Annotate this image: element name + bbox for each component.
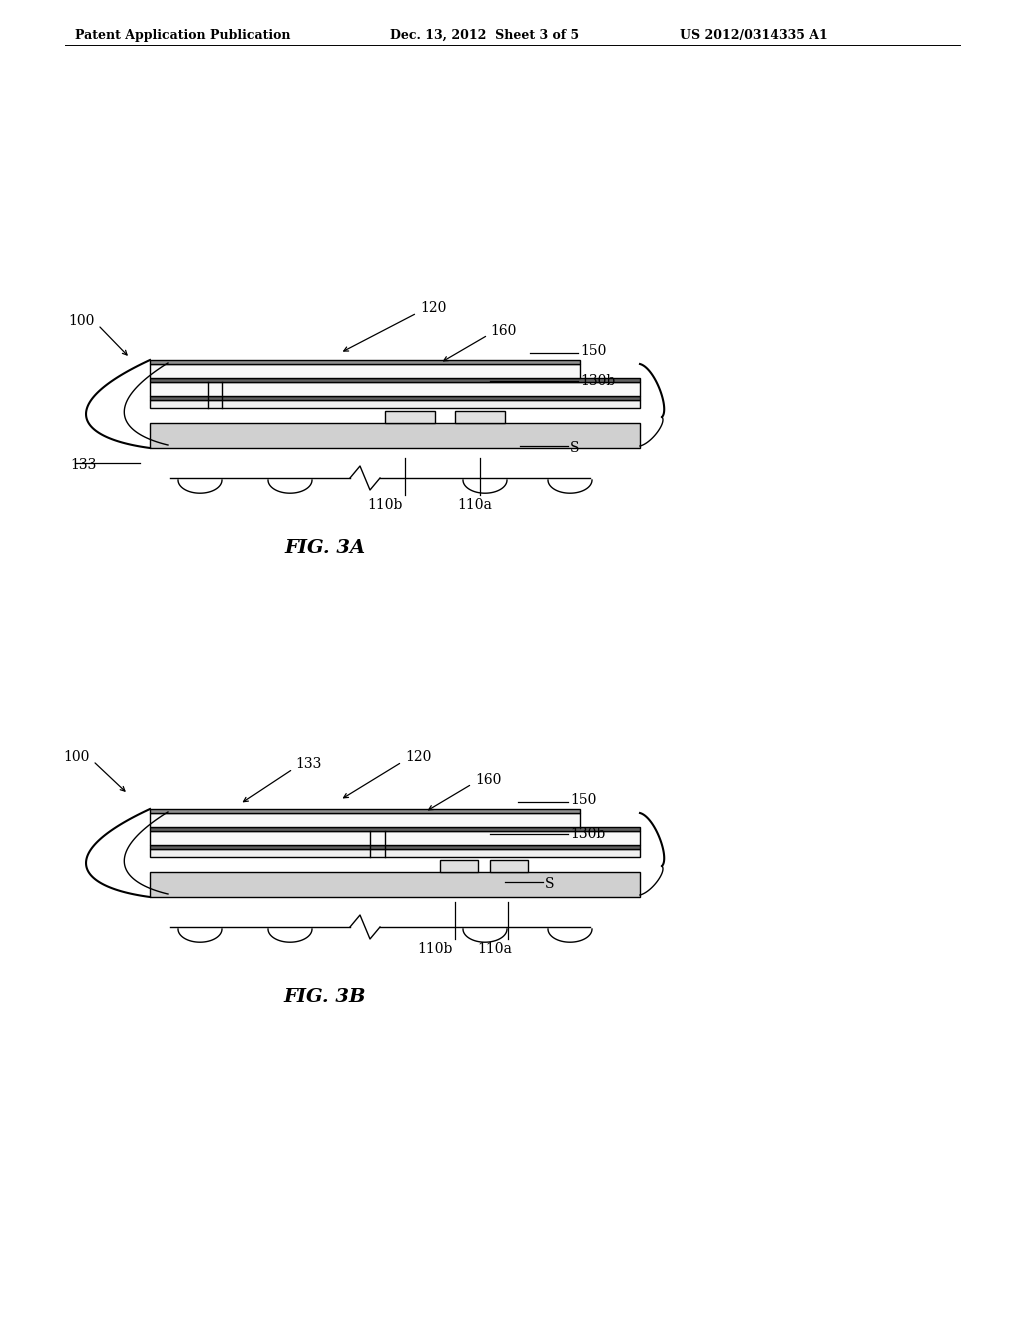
Bar — [150, 845, 640, 849]
Text: 133: 133 — [295, 756, 322, 771]
Text: 110a: 110a — [458, 498, 493, 512]
Bar — [150, 360, 580, 364]
Bar — [385, 411, 435, 422]
Bar — [150, 849, 640, 857]
Bar — [150, 809, 580, 813]
Text: S: S — [570, 441, 580, 455]
Bar — [150, 400, 640, 408]
Text: 100: 100 — [63, 750, 90, 764]
Text: 150: 150 — [570, 793, 596, 807]
Bar — [150, 381, 640, 396]
Text: 120: 120 — [406, 750, 431, 764]
Bar — [490, 861, 528, 873]
Bar — [150, 828, 640, 832]
Text: 110b: 110b — [368, 498, 402, 512]
Text: 160: 160 — [475, 774, 502, 787]
Text: 110b: 110b — [418, 942, 453, 956]
Bar — [440, 861, 478, 873]
Text: 130b: 130b — [570, 828, 605, 841]
Text: 150: 150 — [580, 345, 606, 358]
Text: 120: 120 — [420, 301, 446, 315]
Text: Patent Application Publication: Patent Application Publication — [75, 29, 291, 41]
Text: 133: 133 — [70, 458, 96, 473]
Text: FIG. 3B: FIG. 3B — [284, 987, 367, 1006]
Text: 130b: 130b — [580, 374, 615, 388]
Text: Dec. 13, 2012  Sheet 3 of 5: Dec. 13, 2012 Sheet 3 of 5 — [390, 29, 580, 41]
Text: 100: 100 — [69, 314, 95, 327]
Bar — [150, 378, 640, 381]
Bar — [150, 813, 580, 828]
Bar — [455, 411, 505, 422]
Bar — [150, 832, 640, 845]
Text: US 2012/0314335 A1: US 2012/0314335 A1 — [680, 29, 827, 41]
Text: FIG. 3A: FIG. 3A — [285, 539, 366, 557]
Text: S: S — [545, 876, 555, 891]
Text: 110a: 110a — [477, 942, 512, 956]
Bar — [150, 396, 640, 400]
Text: 160: 160 — [490, 323, 516, 338]
Bar — [150, 422, 640, 447]
Bar — [150, 364, 580, 378]
Bar — [150, 873, 640, 898]
